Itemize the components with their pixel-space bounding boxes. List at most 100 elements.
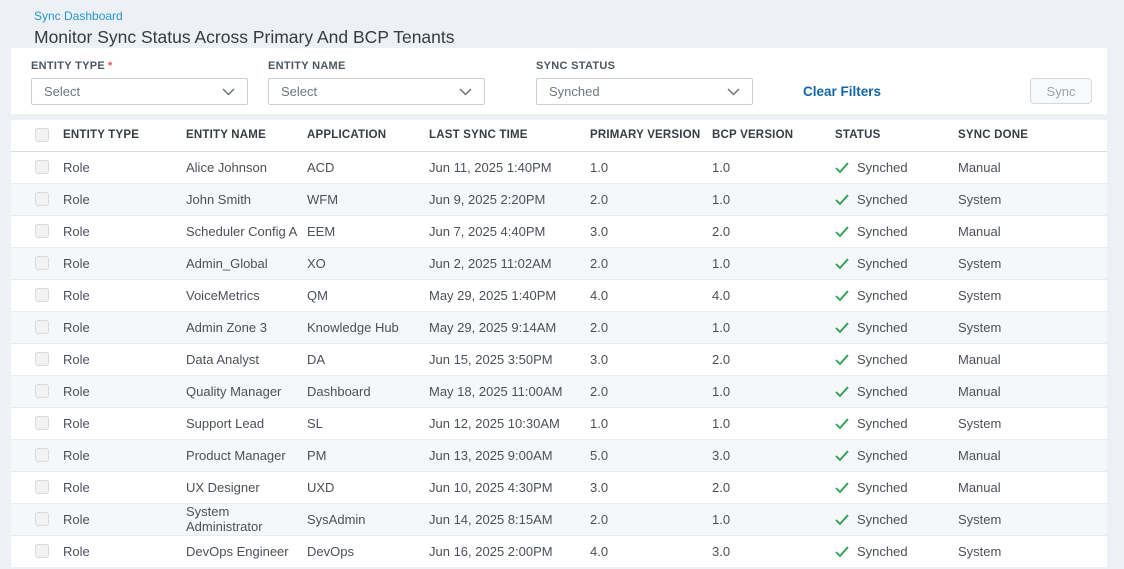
sync-status-label: SYNC STATUS <box>536 60 616 72</box>
cell-primary-version: 2.0 <box>590 311 712 344</box>
cell-bcp-version: 4.0 <box>712 279 835 312</box>
sync-status-filter: SYNC STATUS Synched <box>536 59 753 105</box>
cell-application: EEM <box>307 215 429 248</box>
cell-bcp-version: 3.0 <box>712 543 731 559</box>
chevron-down-icon <box>727 87 740 96</box>
entity-type-select[interactable]: Select <box>31 78 248 105</box>
status-text: Synched <box>857 255 908 271</box>
column-header-sync-done: SYNC DONE <box>958 120 1107 152</box>
cell-last-sync-time: Jun 11, 2025 1:40PM <box>429 151 590 184</box>
check-icon <box>835 353 849 365</box>
select-all-checkbox[interactable] <box>35 128 49 143</box>
cell-sync-done: Manual <box>958 151 1107 184</box>
check-icon <box>835 161 849 173</box>
table-header: ENTITY TYPE ENTITY NAME APPLICATION LAST… <box>11 120 1107 152</box>
row-checkbox[interactable] <box>35 192 49 206</box>
sync-status-select[interactable]: Synched <box>536 78 753 105</box>
check-icon <box>835 513 849 525</box>
clear-filters-link[interactable]: Clear Filters <box>803 84 882 99</box>
cell-entity-name: Scheduler Config A <box>186 215 307 248</box>
required-asterisk: * <box>108 60 113 72</box>
column-header-bcp-version: BCP VERSION <box>712 120 835 152</box>
cell-last-sync-time: Jun 10, 2025 4:30PM <box>429 471 590 504</box>
cell-entity-type: Role <box>63 543 90 559</box>
entity-type-select-value: Select <box>44 84 81 99</box>
cell-application: ACD <box>307 151 429 184</box>
cell-entity-type: Role <box>63 407 186 440</box>
cell-status: Synched <box>835 375 958 408</box>
row-checkbox[interactable] <box>35 160 49 174</box>
cell-sync-done: Manual <box>958 471 1107 504</box>
cell-bcp-version: 2.0 <box>712 215 835 248</box>
entity-type-label-text: ENTITY TYPE <box>31 60 105 72</box>
cell-primary-version: 5.0 <box>590 439 712 472</box>
row-checkbox[interactable] <box>35 448 49 462</box>
table-row: Role Alice Johnson ACD Jun 11, 2025 1:40… <box>11 151 1107 184</box>
table-row: Role Support Lead SL Jun 12, 2025 10:30A… <box>11 407 1107 440</box>
cell-entity-name: System Administrator <box>186 503 307 536</box>
row-checkbox[interactable] <box>35 288 49 302</box>
cell-application: WFM <box>307 183 429 216</box>
cell-primary-version: 2.0 <box>590 183 712 216</box>
cell-bcp-version: 1.0 <box>712 151 835 184</box>
sync-status-table: ENTITY TYPE ENTITY NAME APPLICATION LAST… <box>11 120 1107 567</box>
row-checkbox[interactable] <box>35 512 49 526</box>
cell-last-sync-time: Jun 2, 2025 11:02AM <box>429 247 590 280</box>
cell-primary-version: 1.0 <box>590 407 712 440</box>
cell-status: Synched <box>835 151 958 184</box>
cell-primary-version: 2.0 <box>590 503 712 536</box>
cell-bcp-version: 1.0 <box>712 183 835 216</box>
cell-entity-type: Role <box>63 471 186 504</box>
row-checkbox[interactable] <box>35 384 49 398</box>
cell-sync-done: System <box>958 311 1107 344</box>
cell-last-sync-time: May 18, 2025 11:00AM <box>429 375 590 408</box>
cell-entity-name: Data Analyst <box>186 343 307 376</box>
cell-entity-type: Role <box>63 375 186 408</box>
entity-type-filter: ENTITY TYPE * Select <box>31 59 248 105</box>
table-row: Role VoiceMetrics QM May 29, 2025 1:40PM… <box>11 279 1107 312</box>
cell-entity-name: Admin_Global <box>186 247 307 280</box>
check-icon <box>835 193 849 205</box>
cell-status: Synched <box>835 215 958 248</box>
row-checkbox[interactable] <box>35 256 49 270</box>
cell-sync-done: System <box>958 279 1107 312</box>
cell-entity-name: VoiceMetrics <box>186 279 307 312</box>
cell-sync-done: Manual <box>958 215 1107 248</box>
row-checkbox[interactable] <box>35 480 49 494</box>
cell-status: Synched <box>835 183 958 216</box>
status-text: Synched <box>857 191 908 207</box>
row-checkbox[interactable] <box>35 224 49 238</box>
cell-last-sync-time: Jun 7, 2025 4:40PM <box>429 215 590 248</box>
cell-status: Synched <box>835 471 958 504</box>
status-text: Synched <box>857 543 908 559</box>
breadcrumb-sync-dashboard-link[interactable]: Sync Dashboard <box>34 9 123 23</box>
cell-primary-version: 3.0 <box>590 343 712 376</box>
cell-entity-name: Alice Johnson <box>186 151 307 184</box>
cell-application: DA <box>307 343 429 376</box>
sync-button[interactable]: Sync <box>1030 78 1092 104</box>
cell-sync-done: System <box>958 247 1107 280</box>
row-checkbox[interactable] <box>35 352 49 366</box>
entity-type-label: ENTITY TYPE * <box>31 59 248 73</box>
cell-status: Synched <box>835 247 958 280</box>
cell-sync-done: Manual <box>958 343 1107 376</box>
entity-name-filter: ENTITY NAME Select <box>268 59 485 105</box>
cell-status: Synched <box>835 439 958 472</box>
cell-status: Synched <box>835 343 958 376</box>
cell-application: QM <box>307 279 429 312</box>
cell-status: Synched <box>835 407 958 440</box>
row-checkbox[interactable] <box>35 416 49 430</box>
cell-entity-type: Role <box>63 151 186 184</box>
row-checkbox[interactable] <box>35 544 49 558</box>
column-header-primary-version: PRIMARY VERSION <box>590 120 712 152</box>
status-text: Synched <box>857 479 908 495</box>
entity-name-select[interactable]: Select <box>268 78 485 105</box>
cell-bcp-version: 1.0 <box>712 503 835 536</box>
cell-bcp-version: 1.0 <box>712 311 835 344</box>
cell-sync-done: Manual <box>958 439 1107 472</box>
row-checkbox[interactable] <box>35 320 49 334</box>
cell-sync-done: System <box>958 503 1107 536</box>
table-header-row: ENTITY TYPE ENTITY NAME APPLICATION LAST… <box>11 120 1107 152</box>
cell-last-sync-time: Jun 9, 2025 2:20PM <box>429 183 590 216</box>
cell-application: UXD <box>307 471 429 504</box>
